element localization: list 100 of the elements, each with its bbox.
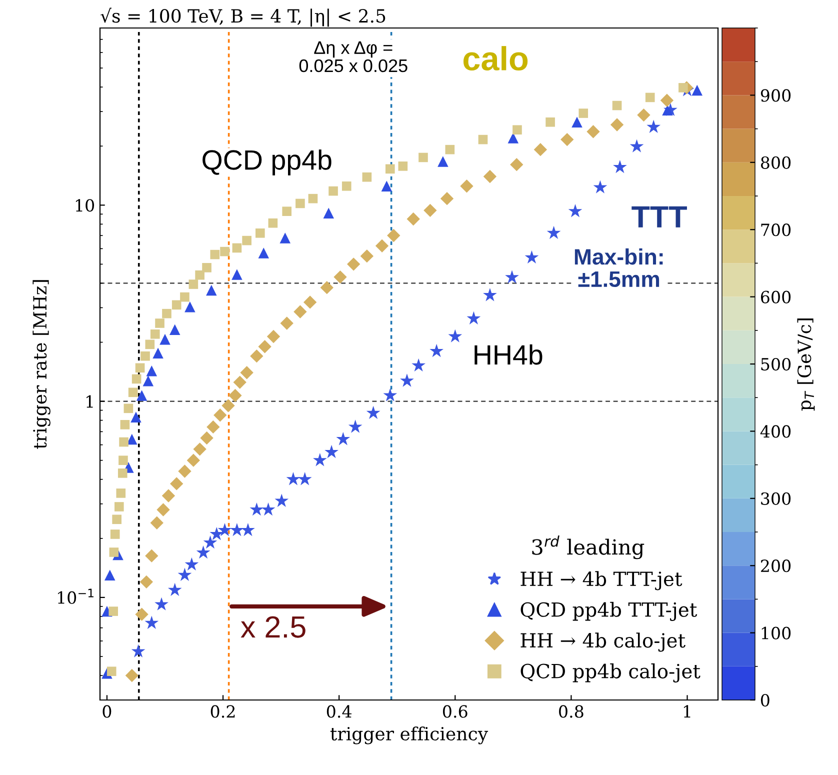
point	[172, 300, 182, 310]
point	[381, 180, 392, 192]
point	[383, 388, 398, 402]
point	[131, 644, 146, 658]
point	[303, 296, 317, 309]
point	[250, 502, 264, 516]
point	[240, 366, 254, 380]
point	[145, 549, 158, 562]
color-bar-label: 600	[760, 290, 791, 304]
point	[261, 502, 276, 516]
point	[398, 162, 408, 171]
color-bar-label: 300	[761, 492, 791, 505]
color-bar-label: 500	[761, 358, 791, 371]
legend-label: QCD pp4b calo-jet	[520, 663, 700, 682]
point	[232, 269, 242, 280]
point	[610, 118, 624, 132]
point	[195, 270, 204, 280]
point	[106, 666, 116, 676]
point	[120, 420, 130, 430]
point	[188, 280, 198, 289]
point	[186, 454, 200, 467]
point	[323, 208, 334, 219]
point	[346, 258, 360, 271]
point	[140, 575, 154, 588]
point	[512, 125, 522, 135]
point	[483, 170, 497, 184]
point	[483, 288, 497, 302]
point	[170, 477, 184, 490]
point	[256, 228, 265, 238]
point	[196, 545, 210, 559]
point	[160, 334, 170, 345]
point	[168, 582, 182, 596]
point	[438, 156, 448, 167]
point	[524, 250, 539, 264]
point	[210, 526, 224, 540]
point	[184, 301, 196, 312]
point	[375, 239, 389, 252]
x-tick-label: 0	[102, 705, 112, 718]
point	[250, 350, 264, 363]
point	[478, 134, 488, 144]
point	[135, 608, 148, 621]
point	[282, 206, 292, 216]
point	[334, 270, 347, 284]
point	[412, 358, 426, 372]
point	[125, 668, 139, 682]
point	[200, 431, 214, 445]
annotation: TTT	[632, 206, 687, 228]
point	[280, 232, 290, 244]
point	[233, 376, 246, 389]
point	[362, 172, 372, 182]
legend-label: HH → 4b TTT-jet	[520, 571, 682, 590]
point	[266, 330, 280, 344]
point	[242, 236, 252, 246]
point	[637, 108, 650, 122]
point	[184, 557, 199, 571]
point	[126, 434, 138, 445]
point	[154, 597, 168, 610]
color-bar-label: 0	[760, 694, 770, 707]
point	[210, 250, 220, 260]
point	[586, 125, 600, 138]
point	[692, 84, 702, 96]
point	[136, 390, 148, 401]
point	[178, 464, 192, 478]
point	[440, 192, 454, 206]
point	[324, 444, 338, 458]
point	[313, 453, 327, 466]
point	[406, 212, 420, 226]
point	[241, 522, 255, 536]
point	[280, 316, 294, 330]
point	[150, 516, 164, 530]
point	[298, 472, 312, 486]
point	[124, 404, 134, 414]
point	[104, 570, 116, 580]
point	[132, 374, 142, 384]
point	[612, 100, 622, 110]
point	[308, 194, 318, 204]
color-bar-label: 200	[760, 560, 791, 572]
point	[118, 468, 128, 478]
point	[220, 246, 230, 256]
color-bar-label: 700	[761, 224, 791, 236]
point	[678, 83, 688, 92]
annotation: QCD pp4b	[202, 149, 332, 176]
point	[466, 311, 481, 324]
point	[546, 117, 555, 127]
point	[320, 280, 334, 294]
point	[578, 108, 588, 118]
point	[258, 340, 272, 354]
color-bar-title: p$_{T}$ [GeV/c]	[797, 318, 815, 411]
point	[660, 94, 674, 107]
legend-label: QCD pp4b TTT-jet	[520, 602, 698, 621]
point	[108, 606, 118, 616]
annotation: x 2.5	[240, 616, 306, 638]
point	[645, 92, 655, 102]
point	[109, 548, 119, 557]
legend-title: 3$^{rd}$ leading	[532, 535, 644, 560]
annotation: calo	[463, 46, 528, 71]
x-tick-label: 0.6	[442, 705, 468, 718]
point	[505, 270, 519, 284]
point	[162, 308, 172, 318]
point	[400, 374, 414, 387]
